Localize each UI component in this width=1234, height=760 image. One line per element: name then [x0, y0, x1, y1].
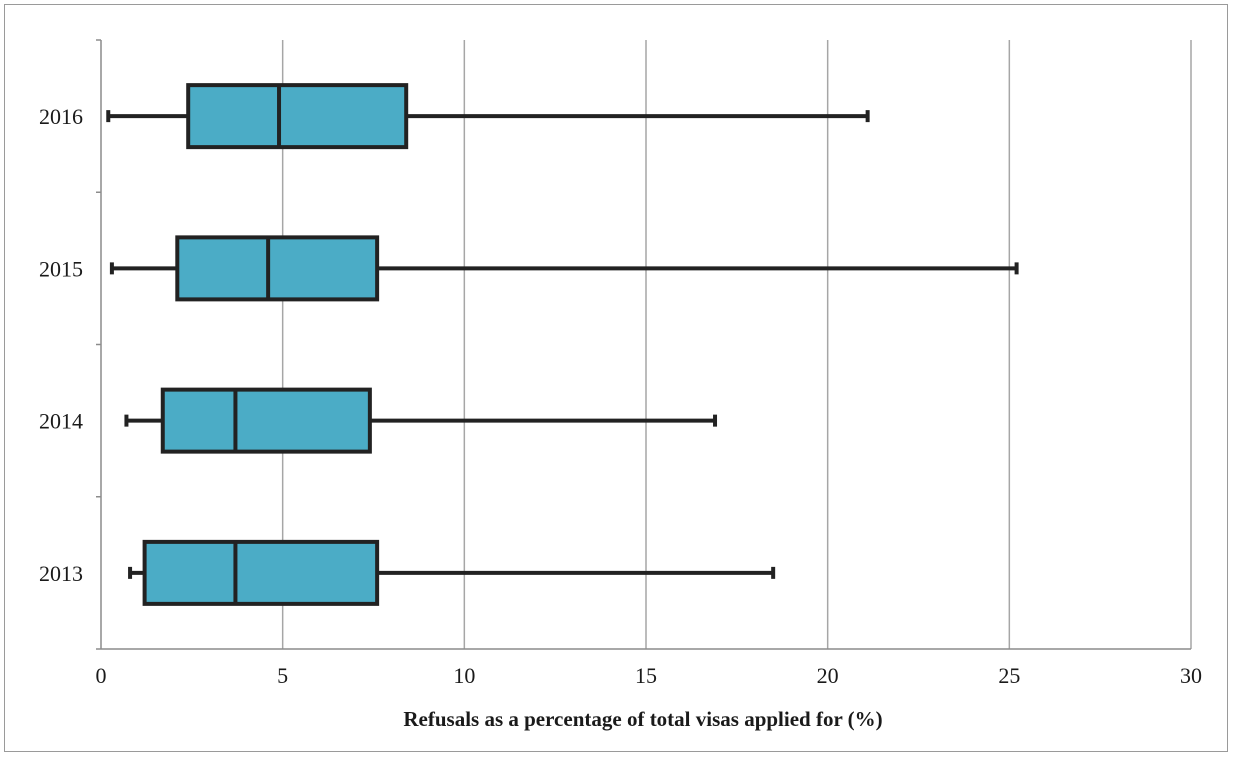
- box-2014: [124, 387, 718, 454]
- y-tick-label: 2013: [39, 561, 83, 586]
- box-2015: [109, 235, 1019, 302]
- x-tick-labels: 0 5 10 15 20 25 30: [96, 663, 1203, 688]
- iqr-box: [186, 83, 409, 150]
- iqr-box: [160, 387, 372, 454]
- x-tick-label: 5: [277, 663, 288, 688]
- x-axis-title: Refusals as a percentage of total visas …: [403, 707, 882, 731]
- y-tick-label: 2015: [39, 256, 83, 281]
- iqr-box: [142, 539, 380, 606]
- box-2016: [106, 83, 870, 150]
- y-tick-labels: 2016 2015 2014 2013: [39, 104, 83, 586]
- x-tick-label: 15: [635, 663, 657, 688]
- axes: [96, 39, 1191, 650]
- boxes: [106, 83, 1019, 606]
- y-tick-label: 2014: [39, 409, 83, 434]
- x-tick-label: 30: [1180, 663, 1202, 688]
- box-2013: [128, 539, 776, 606]
- x-tick-label: 10: [453, 663, 475, 688]
- x-tick-label: 20: [817, 663, 839, 688]
- x-tick-label: 25: [998, 663, 1020, 688]
- y-tick-label: 2016: [39, 104, 83, 129]
- iqr-box: [175, 235, 380, 302]
- gridlines: [281, 40, 1192, 649]
- x-tick-label: 0: [96, 663, 107, 688]
